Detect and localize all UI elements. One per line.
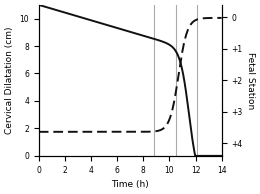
Y-axis label: Cervical Dilatation (cm): Cervical Dilatation (cm) [5, 27, 14, 134]
X-axis label: Time (h): Time (h) [111, 180, 149, 189]
Y-axis label: Fetal Station: Fetal Station [246, 52, 255, 109]
